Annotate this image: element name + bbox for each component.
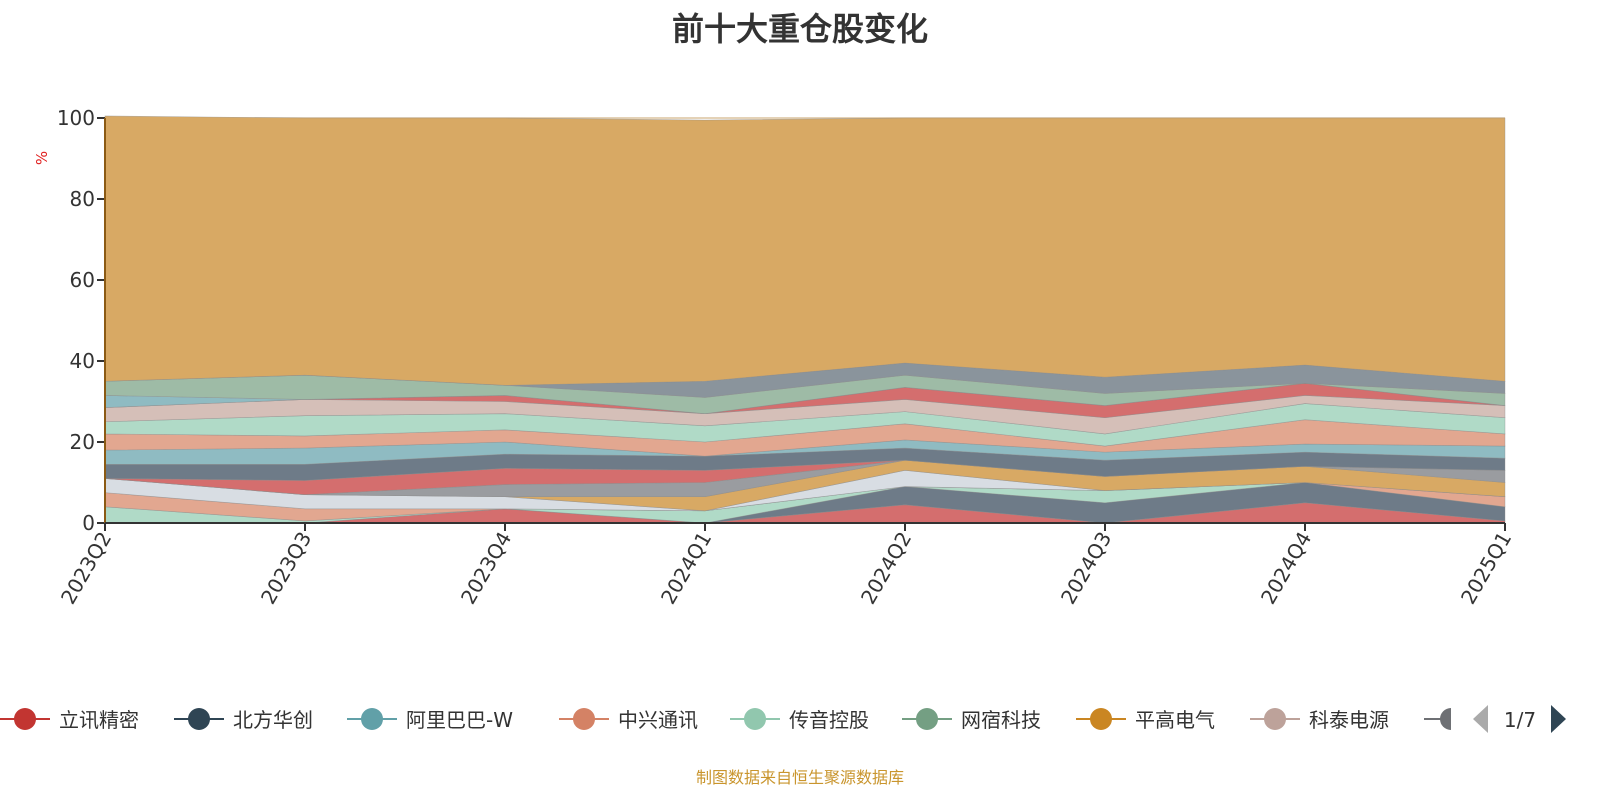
legend-item[interactable]: 中兴通讯 — [559, 708, 698, 732]
chart-title: 前十大重仓股变化 — [671, 10, 928, 48]
legend-circle-icon — [14, 708, 36, 730]
legend-item[interactable]: 传音控股 — [730, 708, 869, 732]
source-note: 制图数据来自恒生聚源数据库 — [695, 768, 904, 787]
legend-item-partial[interactable] — [1424, 708, 1451, 730]
y-tick-label: 60 — [70, 268, 95, 292]
legend-label: 网宿科技 — [961, 708, 1041, 732]
legend-label: 科泰电源 — [1309, 708, 1389, 732]
legend-item[interactable]: 网宿科技 — [902, 708, 1041, 732]
legend-prev-page-icon[interactable] — [1473, 705, 1488, 733]
legend-next-page-icon[interactable] — [1551, 705, 1566, 733]
legend-label: 北方华创 — [233, 708, 313, 732]
series-areas — [104, 115, 1506, 524]
legend-label: 立讯精密 — [59, 708, 139, 732]
x-tick-label: 2023Q4 — [456, 528, 516, 609]
legend-circle-icon — [361, 708, 383, 730]
y-tick-label: 80 — [70, 187, 95, 211]
legend-circle-icon — [188, 708, 210, 730]
x-tick-label: 2023Q2 — [56, 528, 116, 609]
y-tick-label: 20 — [70, 430, 95, 454]
legend-circle-icon — [1440, 708, 1451, 730]
legend-circle-icon — [744, 708, 766, 730]
legend-page-indicator: 1/7 — [1504, 708, 1536, 732]
legend-circle-icon — [1090, 708, 1112, 730]
series-area-18 — [104, 115, 1506, 386]
legend-item[interactable]: 阿里巴巴-W — [347, 708, 513, 732]
legend-item[interactable]: 北方华创 — [174, 708, 313, 732]
x-tick-label: 2024Q2 — [856, 528, 916, 609]
x-tick-label: 2023Q3 — [256, 528, 316, 609]
legend-item[interactable]: 科泰电源 — [1250, 708, 1389, 732]
y-tick-label: 0 — [82, 511, 95, 535]
y-tick-label: 100 — [57, 106, 95, 130]
legend-label: 传音控股 — [789, 708, 869, 732]
y-tick-label: 40 — [70, 349, 95, 373]
x-tick-label: 2024Q4 — [1256, 528, 1316, 609]
x-tick-label: 2024Q1 — [656, 528, 716, 609]
legend-circle-icon — [1264, 708, 1286, 730]
legend-circle-icon — [573, 708, 595, 730]
legend-item[interactable]: 立讯精密 — [0, 708, 139, 732]
legend-circle-icon — [916, 708, 938, 730]
legend-label: 阿里巴巴-W — [406, 708, 513, 732]
x-tick-label: 2025Q1 — [1456, 528, 1516, 609]
legend-item[interactable]: 平高电气 — [1076, 708, 1215, 732]
legend-label: 平高电气 — [1135, 708, 1215, 732]
legend: 立讯精密 北方华创 阿里巴巴-W 中兴通讯 传音控股 网宿科技 平高电气 科泰电源 1/7 — [0, 705, 1566, 733]
legend-label: 中兴通讯 — [618, 708, 698, 732]
x-tick-label: 2024Q3 — [1056, 528, 1116, 609]
y-axis-label: % — [33, 151, 51, 165]
